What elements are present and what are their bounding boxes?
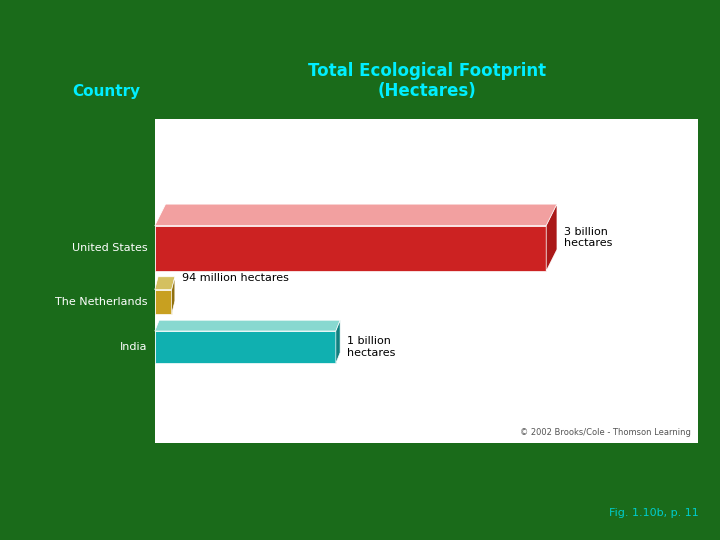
Polygon shape — [336, 320, 340, 363]
Polygon shape — [171, 276, 175, 314]
Text: 1 billion
hectares: 1 billion hectares — [347, 336, 396, 358]
Polygon shape — [155, 289, 171, 314]
Text: Fig. 1.10b, p. 11: Fig. 1.10b, p. 11 — [608, 508, 698, 518]
Polygon shape — [155, 226, 546, 271]
Polygon shape — [155, 276, 175, 289]
Polygon shape — [546, 204, 557, 271]
Text: Country: Country — [72, 84, 140, 99]
Polygon shape — [155, 204, 557, 226]
Polygon shape — [155, 320, 340, 331]
Text: India: India — [120, 342, 148, 352]
Text: United States: United States — [72, 244, 148, 253]
Text: 3 billion
hectares: 3 billion hectares — [564, 227, 613, 248]
Polygon shape — [155, 331, 336, 363]
Text: The Netherlands: The Netherlands — [55, 297, 148, 307]
Text: © 2002 Brooks/Cole - Thomson Learning: © 2002 Brooks/Cole - Thomson Learning — [521, 428, 691, 437]
Text: Total Ecological Footprint
(Hectares): Total Ecological Footprint (Hectares) — [307, 62, 546, 100]
Text: 94 million hectares: 94 million hectares — [182, 273, 289, 283]
